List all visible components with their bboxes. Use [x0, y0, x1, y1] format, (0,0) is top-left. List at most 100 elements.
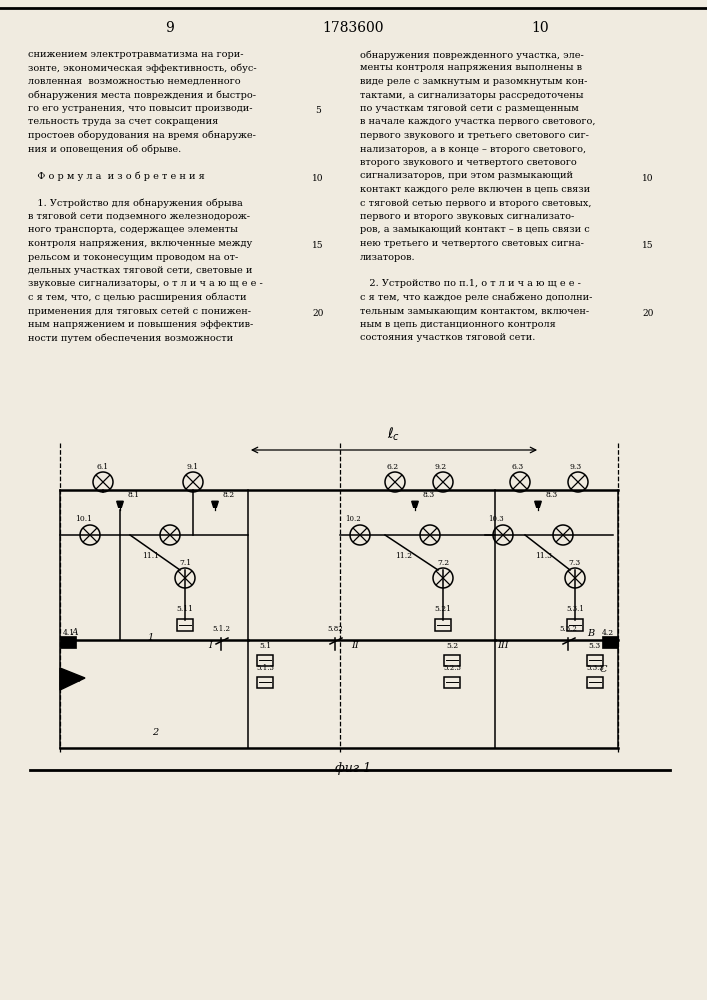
Text: состояния участков тяговой сети.: состояния участков тяговой сети. [360, 334, 535, 342]
Text: ным в цепь дистанционного контроля: ным в цепь дистанционного контроля [360, 320, 556, 329]
Bar [602, 636, 618, 648]
Text: 4.1: 4.1 [63, 629, 75, 637]
Text: 9.3: 9.3 [570, 463, 582, 471]
Text: сигнализаторов, при этом размыкающий: сигнализаторов, при этом размыкающий [360, 172, 573, 180]
Bar [587, 676, 603, 688]
Text: 5.3: 5.3 [589, 642, 601, 650]
Text: обнаружения места повреждения и быстро-: обнаружения места повреждения и быстро- [28, 91, 256, 100]
Text: 11.1: 11.1 [142, 552, 159, 560]
Polygon shape [411, 501, 419, 507]
Text: ров, а замыкающий контакт – в цепь связи с: ров, а замыкающий контакт – в цепь связи… [360, 226, 590, 234]
Text: тактами, а сигнализаторы рассредоточены: тактами, а сигнализаторы рассредоточены [360, 91, 583, 100]
Text: 5.21: 5.21 [435, 605, 452, 613]
Text: III: III [497, 641, 509, 650]
Text: 5.2: 5.2 [446, 642, 458, 650]
Text: контакт каждого реле включен в цепь связи: контакт каждого реле включен в цепь связ… [360, 185, 590, 194]
Text: лизаторов.: лизаторов. [360, 252, 416, 261]
Text: 5.1: 5.1 [259, 642, 271, 650]
Bar [444, 676, 460, 688]
Text: ловленная  возможностью немедленного: ловленная возможностью немедленного [28, 77, 240, 86]
Text: 10: 10 [312, 174, 324, 183]
Text: тельным замыкающим контактом, включен-: тельным замыкающим контактом, включен- [360, 306, 589, 316]
Text: 9.2: 9.2 [435, 463, 447, 471]
Text: 5.3.3: 5.3.3 [586, 664, 604, 672]
Text: по участкам тяговой сети с размещенным: по участкам тяговой сети с размещенным [360, 104, 579, 113]
Text: 6.3: 6.3 [512, 463, 524, 471]
Polygon shape [534, 501, 542, 507]
Text: второго звукового и четвертого светового: второго звукового и четвертого светового [360, 158, 577, 167]
Text: применения для тяговых сетей с понижен-: применения для тяговых сетей с понижен- [28, 306, 251, 316]
Text: 2. Устройство по п.1, о т л и ч а ю щ е е -: 2. Устройство по п.1, о т л и ч а ю щ е … [360, 279, 581, 288]
Text: го его устранения, что повысит производи-: го его устранения, что повысит производи… [28, 104, 252, 113]
Text: $\ell_c$: $\ell_c$ [387, 426, 401, 443]
Text: 11.3: 11.3 [535, 552, 552, 560]
Bar [60, 636, 76, 648]
Text: первого звукового и третьего светового сиг-: первого звукового и третьего светового с… [360, 131, 589, 140]
Text: 8.3: 8.3 [546, 491, 559, 499]
Text: 20: 20 [643, 309, 654, 318]
Text: в начале каждого участка первого светового,: в начале каждого участка первого светово… [360, 117, 595, 126]
Text: с тяговой сетью первого и второго световых,: с тяговой сетью первого и второго светов… [360, 198, 592, 208]
Polygon shape [60, 668, 85, 690]
Text: 8.2: 8.2 [223, 491, 235, 499]
Text: I: I [208, 641, 212, 650]
Text: виде реле с замкнутым и разомкнутым кон-: виде реле с замкнутым и разомкнутым кон- [360, 77, 588, 86]
Bar [587, 654, 603, 666]
Bar [177, 619, 193, 631]
Text: с я тем, что, с целью расширения области: с я тем, что, с целью расширения области [28, 293, 247, 302]
Text: с я тем, что каждое реле снабжено дополни-: с я тем, что каждое реле снабжено дополн… [360, 293, 592, 302]
Text: менты контроля напряжения выполнены в: менты контроля напряжения выполнены в [360, 64, 582, 73]
Text: 7.1: 7.1 [179, 559, 191, 567]
Text: 3: 3 [76, 676, 81, 684]
Text: 1783600: 1783600 [322, 21, 384, 35]
Text: ния и оповещения об обрыве.: ния и оповещения об обрыве. [28, 144, 181, 154]
Text: B: B [588, 629, 595, 638]
Text: звуковые сигнализаторы, о т л и ч а ю щ е е -: звуковые сигнализаторы, о т л и ч а ю щ … [28, 279, 263, 288]
Text: 8.3: 8.3 [423, 491, 436, 499]
Text: ным напряжением и повышения эффектив-: ным напряжением и повышения эффектив- [28, 320, 253, 329]
Text: 7.3: 7.3 [569, 559, 581, 567]
Text: снижением электротравматизма на гори-: снижением электротравматизма на гори- [28, 50, 243, 59]
Text: 15: 15 [312, 241, 324, 250]
Bar [257, 654, 273, 666]
Text: 9.1: 9.1 [187, 463, 199, 471]
Text: ного транспорта, содержащее элементы: ного транспорта, содержащее элементы [28, 226, 238, 234]
Text: 7.2: 7.2 [437, 559, 449, 567]
Text: 5.82: 5.82 [327, 625, 343, 633]
Text: зонте, экономическая эффективность, обус-: зонте, экономическая эффективность, обус… [28, 64, 257, 73]
Text: 2: 2 [152, 728, 158, 737]
Text: нею третьего и четвертого световых сигна-: нею третьего и четвертого световых сигна… [360, 239, 584, 248]
Text: 5.11: 5.11 [177, 605, 194, 613]
Polygon shape [211, 501, 218, 507]
Text: 10.1: 10.1 [76, 515, 93, 523]
Text: контроля напряжения, включенные между: контроля напряжения, включенные между [28, 239, 252, 248]
Bar [435, 619, 451, 631]
Text: 5.1.2: 5.1.2 [212, 625, 230, 633]
Text: обнаружения поврежденного участка, эле-: обнаружения поврежденного участка, эле- [360, 50, 584, 60]
Text: C: C [600, 665, 607, 674]
Text: 5: 5 [315, 106, 321, 115]
Text: дельных участках тяговой сети, световые и: дельных участках тяговой сети, световые … [28, 266, 252, 275]
Text: 10: 10 [642, 174, 654, 183]
Text: 20: 20 [312, 309, 324, 318]
Text: 6.2: 6.2 [387, 463, 399, 471]
Text: 5.3.2: 5.3.2 [559, 625, 577, 633]
Text: 10.3: 10.3 [489, 515, 504, 523]
Text: первого и второго звуковых сигнализато-: первого и второго звуковых сигнализато- [360, 212, 574, 221]
Bar [567, 619, 583, 631]
Text: A: A [71, 628, 78, 637]
Text: тельность труда за счет сокращения: тельность труда за счет сокращения [28, 117, 218, 126]
Text: нализаторов, а в конце – второго светового,: нализаторов, а в конце – второго светово… [360, 144, 586, 153]
Text: 10.2: 10.2 [345, 515, 361, 523]
Text: рельсом и токонесущим проводом на от-: рельсом и токонесущим проводом на от- [28, 252, 238, 261]
Text: 9: 9 [165, 21, 175, 35]
Text: 15: 15 [642, 241, 654, 250]
Text: фиг 1: фиг 1 [335, 762, 371, 775]
Text: в тяговой сети подземного железнодорож-: в тяговой сети подземного железнодорож- [28, 212, 250, 221]
Text: 8.1: 8.1 [128, 491, 140, 499]
Polygon shape [117, 501, 123, 507]
Bar [257, 676, 273, 688]
Text: 10: 10 [531, 21, 549, 35]
Text: II: II [351, 641, 359, 650]
Text: 4.2: 4.2 [602, 629, 614, 637]
